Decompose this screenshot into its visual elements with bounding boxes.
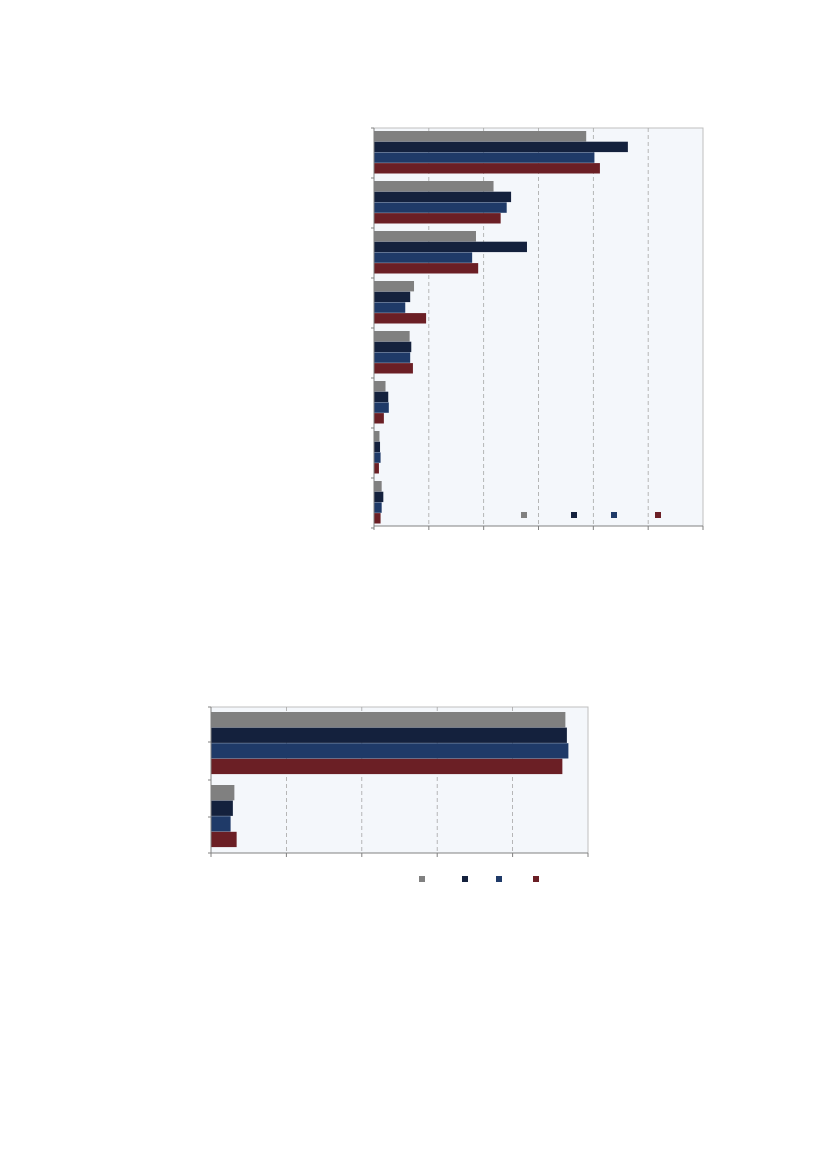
chart-1-bar <box>374 381 386 392</box>
chart-2-legend-swatch <box>462 876 468 882</box>
chart-1-bar <box>374 441 381 453</box>
chart-1-bar <box>374 513 381 524</box>
chart-1-bar <box>374 502 382 513</box>
chart-1-bar <box>374 302 406 313</box>
chart-1-bar <box>374 341 412 353</box>
chart-1-bar <box>374 163 600 174</box>
chart-1-bar <box>374 141 628 153</box>
chart-1-bar <box>374 481 382 492</box>
chart-1-bar <box>374 252 473 263</box>
chart-1-legend-swatch <box>611 512 617 518</box>
chart-1-bar <box>374 413 384 424</box>
chart-2-bar <box>211 712 566 728</box>
chart-1-bar <box>374 213 501 224</box>
chart-1-bar <box>374 491 384 503</box>
chart-1-bar <box>374 363 413 374</box>
chart-1-bar <box>374 263 479 274</box>
chart-1-bar <box>374 431 380 442</box>
chart-1-legend-swatch <box>521 512 527 518</box>
chart-2-bar <box>211 727 567 743</box>
chart-1-bar <box>374 241 527 253</box>
chart-2-legend-swatch <box>419 876 425 882</box>
chart-1-bar <box>374 402 389 413</box>
chart-1-bar <box>374 352 411 363</box>
chart-2-bar <box>211 800 233 816</box>
chart-2 <box>208 706 589 882</box>
chart-1-bar <box>374 202 507 213</box>
chart-2-bar <box>211 831 237 848</box>
chart-1-bar <box>374 463 379 474</box>
chart-1-bar <box>374 291 411 303</box>
chart-1-bar <box>374 313 427 324</box>
chart-2-bar <box>211 758 563 775</box>
chart-1-bar <box>374 152 595 163</box>
chart-1-bar <box>374 181 494 192</box>
chart-1-bar <box>374 131 587 142</box>
chart-1-bar <box>374 281 415 292</box>
chart-2-bar <box>211 785 235 801</box>
chart-1-bar <box>374 452 381 463</box>
chart-1-bar <box>374 391 389 403</box>
chart-1-legend-swatch <box>571 512 577 518</box>
chart-1-bar <box>374 231 476 242</box>
chart-1-bar <box>374 191 512 203</box>
chart-1-legend-swatch <box>655 512 661 518</box>
chart-2-legend-swatch <box>533 876 539 882</box>
chart-2-bar <box>211 743 569 759</box>
chart-1-bar <box>374 331 410 342</box>
chart-2-legend-swatch <box>496 876 502 882</box>
chart-1 <box>371 127 704 530</box>
chart-2-bar <box>211 816 231 832</box>
